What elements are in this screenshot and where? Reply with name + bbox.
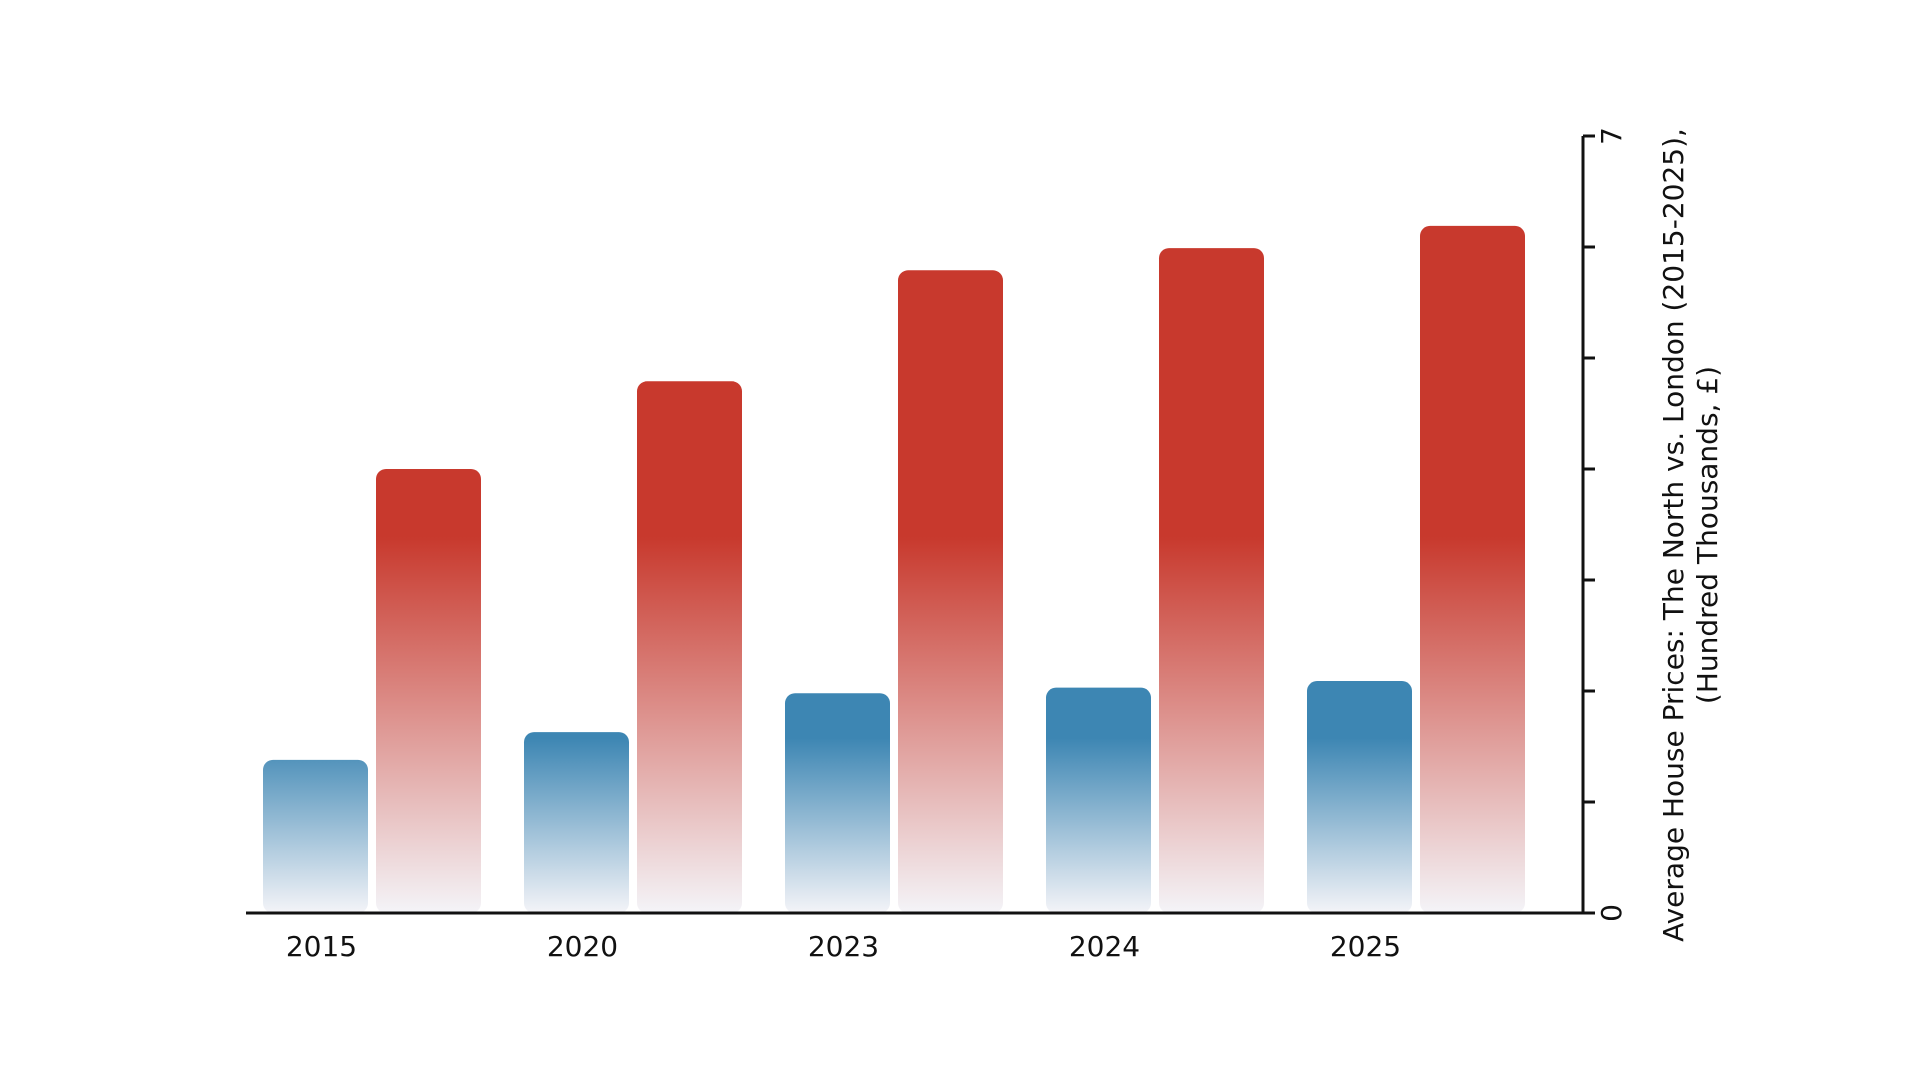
bar-2020-series-1 [524, 732, 629, 913]
bars-layer [263, 225, 1525, 914]
chart-title-line-1: Average House Prices: The North vs. Lond… [1657, 128, 1690, 942]
y-tick-label-0: 0 [1595, 904, 1628, 922]
chart-title-line-2: (Hundred Thousands, £) [1691, 366, 1724, 704]
x-tick-label-2015: 2015 [286, 930, 357, 963]
x-tick-label-2020: 2020 [547, 930, 618, 963]
bar-2025-series-2 [1420, 225, 1525, 913]
bar-2020-series-2 [637, 381, 742, 913]
y-tick-label-7: 7 [1595, 127, 1628, 145]
bar-2015-series-2 [376, 469, 481, 913]
y-ticks-layer: 07 [1583, 127, 1628, 922]
x-tick-label-2025: 2025 [1330, 930, 1401, 963]
bar-2023-series-2 [898, 270, 1003, 913]
bar-2024-series-2 [1159, 248, 1264, 914]
x-tick-label-2023: 2023 [808, 930, 879, 963]
chart-title: Average House Prices: The North vs. Lond… [1657, 128, 1724, 942]
bar-2023-series-1 [785, 693, 890, 913]
bar-2015-series-1 [263, 759, 368, 913]
bar-2025-series-1 [1307, 681, 1412, 913]
x-tick-label-2024: 2024 [1069, 930, 1140, 963]
x-labels-layer: 2015 2020 2023 2024 2025 [286, 930, 1401, 963]
bar-2024-series-1 [1046, 687, 1151, 913]
